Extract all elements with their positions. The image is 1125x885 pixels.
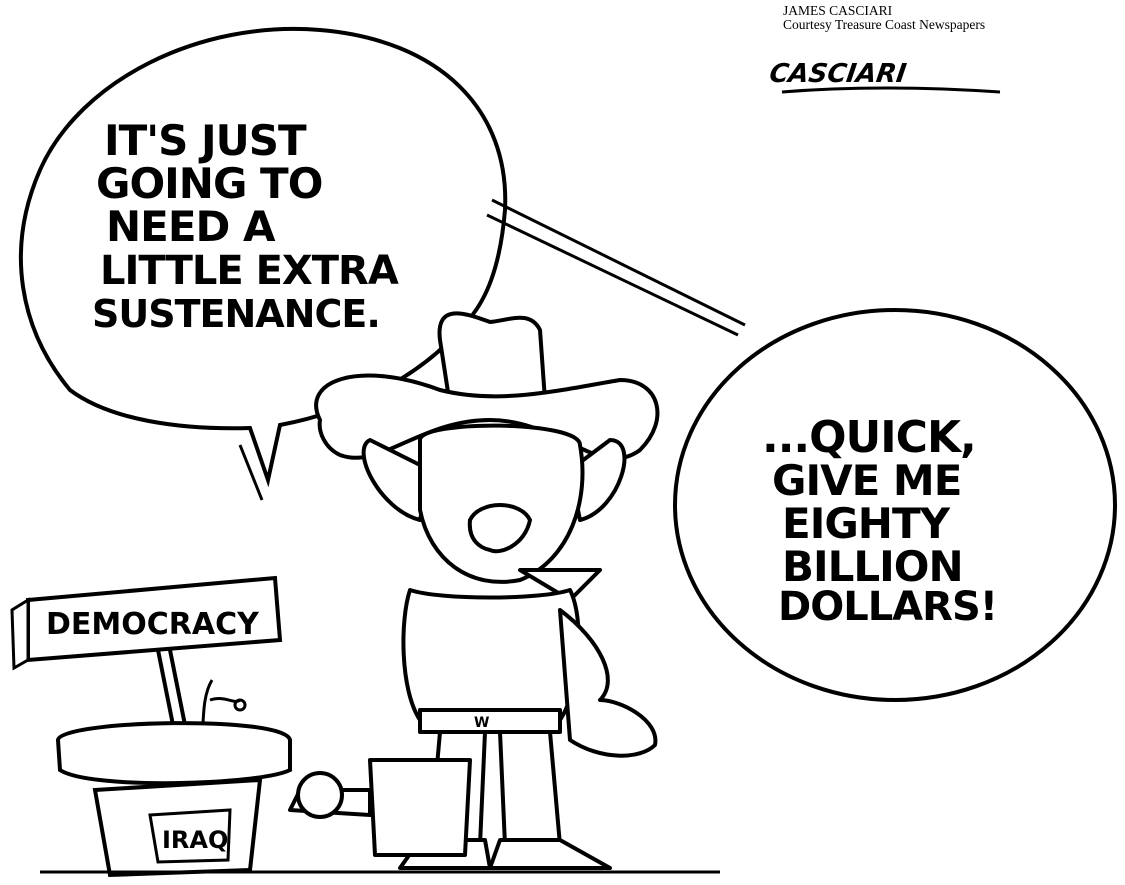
pot-label: IRAQ — [162, 826, 228, 854]
credit-block: JAMES CASCIARI Courtesy Treasure Coast N… — [783, 4, 985, 32]
artist-signature: CASCIARI — [767, 59, 1001, 94]
balloon-left-line-1: IT'S JUST — [104, 116, 307, 165]
artist-credit: JAMES CASCIARI — [783, 3, 893, 18]
balloon-right-line-5: DOLLARS! — [778, 584, 997, 630]
iraq-flower-pot: IRAQ — [55, 721, 292, 878]
balloon-left-line-5: SUSTENANCE. — [92, 292, 380, 336]
sign-label: DEMOCRACY — [46, 607, 260, 642]
svg-text:CASCIARI: CASCIARI — [767, 59, 908, 89]
cowboy-figure — [288, 311, 660, 870]
balloon-connector — [486, 198, 746, 337]
democracy-sign: DEMOCRACY — [10, 575, 283, 761]
balloon-left-line-4: LITTLE EXTRA — [100, 248, 399, 294]
balloon-right-line-3: EIGHTY — [782, 499, 951, 548]
balloon-right-line-4: BILLION — [782, 542, 963, 591]
balloon-right-line-2: GIVE ME — [772, 456, 961, 505]
balloon-left-line-3: NEED A — [106, 202, 276, 251]
balloon-right-line-1: ...QUICK, — [762, 412, 976, 463]
belt-buckle: W — [474, 715, 489, 731]
svg-text:W: W — [474, 715, 489, 731]
speech-balloon-right: ...QUICK, GIVE ME EIGHTY BILLION DOLLARS… — [673, 308, 1117, 702]
source-credit: Courtesy Treasure Coast Newspapers — [783, 17, 986, 32]
speech-balloon-left: IT'S JUST GOING TO NEED A LITTLE EXTRA S… — [18, 26, 508, 501]
balloon-left-line-2: GOING TO — [96, 159, 322, 208]
